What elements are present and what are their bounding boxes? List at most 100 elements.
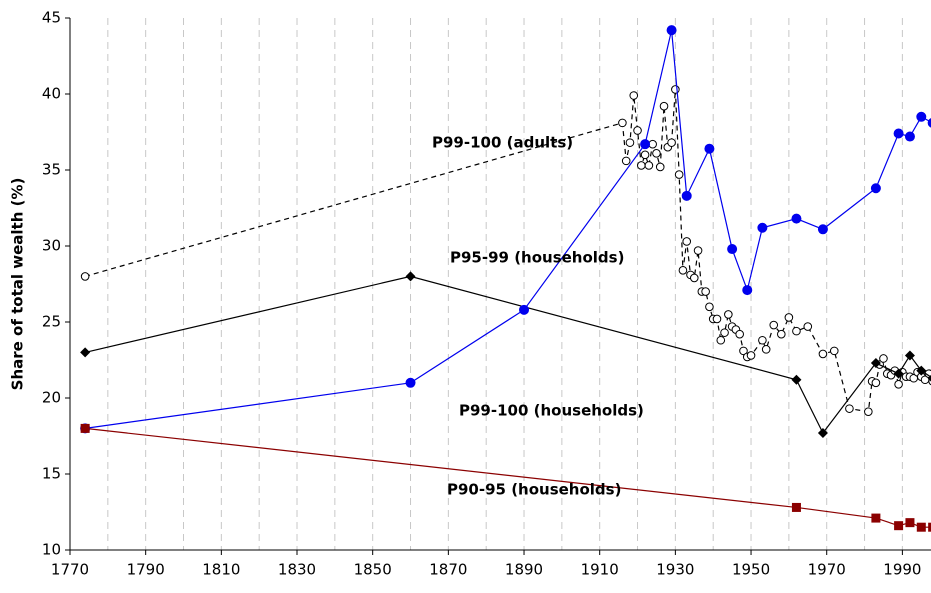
marker (655, 162, 665, 172)
marker (758, 335, 767, 345)
marker (621, 156, 631, 166)
marker (817, 224, 828, 235)
x-tick-label: 1910 (581, 561, 619, 579)
marker (791, 502, 801, 512)
marker (879, 354, 888, 363)
marker (746, 351, 756, 360)
marker (818, 349, 828, 359)
marker (701, 287, 710, 296)
series-label: P95-99 (households) (450, 249, 624, 267)
plot-area (80, 25, 931, 532)
marker (80, 347, 91, 358)
marker (870, 183, 881, 194)
marker (640, 150, 650, 160)
x-tick-label: 1830 (278, 561, 316, 579)
series-line (84, 275, 931, 435)
marker (629, 91, 639, 100)
marker (678, 266, 688, 275)
series-label: P99-100 (households) (459, 402, 644, 420)
marker (916, 111, 927, 122)
marker (666, 25, 677, 36)
series-label: P90-95 (households) (447, 481, 621, 499)
marker (904, 350, 915, 361)
y-tick-label: 30 (42, 237, 61, 255)
marker (667, 138, 676, 147)
marker (637, 161, 646, 170)
marker (705, 302, 714, 312)
x-tick-label: 1850 (354, 561, 392, 579)
marker (757, 222, 768, 233)
marker (870, 358, 881, 369)
marker (716, 335, 726, 345)
marker (724, 310, 733, 319)
marker (904, 131, 915, 142)
marker (792, 326, 801, 336)
marker (689, 273, 699, 283)
marker (693, 246, 703, 255)
marker (817, 427, 828, 438)
marker (791, 213, 802, 224)
marker (894, 380, 903, 389)
marker (644, 161, 654, 170)
marker (784, 313, 794, 322)
marker (633, 126, 642, 135)
x-tick-label: 1970 (808, 561, 846, 579)
y-tick-label: 20 (42, 389, 61, 407)
series-label: P99-100 (adults) (432, 134, 573, 152)
marker (735, 329, 744, 339)
y-tick-label: 45 (42, 9, 61, 27)
marker (652, 148, 661, 158)
x-tick-label: 1790 (127, 561, 165, 579)
x-tick-label: 1990 (883, 561, 921, 579)
marker (769, 320, 779, 330)
marker (704, 143, 715, 154)
marker (659, 101, 669, 111)
marker (893, 368, 904, 379)
marker (928, 522, 931, 532)
x-tick-label: 1950 (732, 561, 770, 579)
marker (742, 285, 753, 296)
marker (682, 237, 692, 246)
marker (916, 365, 927, 376)
x-tick-label: 1930 (656, 561, 694, 579)
marker (80, 272, 90, 281)
marker (777, 329, 786, 339)
marker (727, 244, 738, 255)
marker (791, 374, 802, 385)
marker (720, 328, 729, 337)
y-tick-label: 40 (42, 85, 61, 103)
y-tick-label: 15 (42, 465, 61, 483)
marker (893, 128, 904, 139)
marker (405, 271, 416, 282)
x-tick-label: 1870 (429, 561, 467, 579)
x-tick-label: 1810 (202, 561, 240, 579)
y-tick-label: 10 (42, 541, 61, 559)
series-line (85, 427, 931, 528)
marker (845, 404, 854, 413)
y-tick-label: 35 (42, 161, 61, 179)
marker (739, 346, 748, 356)
y-tick-label: 25 (42, 313, 61, 331)
marker (761, 345, 771, 354)
marker (674, 170, 684, 179)
marker (618, 118, 627, 128)
marker (829, 346, 839, 356)
marker (803, 322, 813, 331)
marker (864, 407, 873, 416)
marker (905, 518, 915, 528)
marker (640, 139, 651, 150)
marker (871, 513, 881, 523)
x-tick-label: 1890 (505, 561, 543, 579)
marker (405, 377, 416, 388)
marker (916, 522, 926, 532)
y-axis-label: Share of total wealth (%) (9, 178, 27, 391)
marker (871, 378, 881, 388)
marker (927, 374, 931, 382)
marker (519, 304, 530, 315)
marker (671, 85, 680, 94)
marker (894, 521, 904, 531)
marker (712, 314, 722, 324)
marker (80, 423, 90, 433)
